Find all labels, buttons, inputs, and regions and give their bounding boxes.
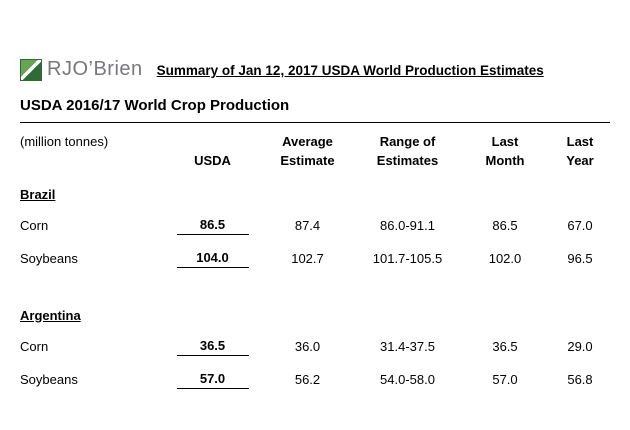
col-header-range-of-estimates: Range of Estimates: [376, 134, 439, 168]
table-row: Corn 36.5 36.0 31.4-37.5 36.5 29.0: [20, 331, 610, 364]
crop-label: Soybeans: [20, 372, 78, 388]
last-year-value: 29.0: [567, 339, 593, 355]
average-estimate-value: 56.2: [294, 372, 321, 388]
usda-value: 36.5: [176, 338, 249, 356]
usda-cell: 86.5: [165, 210, 260, 243]
last-month-value: 57.0: [492, 372, 518, 388]
crop-label: Soybeans: [20, 251, 78, 267]
last-year-value: 96.5: [567, 251, 593, 267]
section-label: Argentina: [20, 307, 81, 323]
usda-value: 57.0: [176, 371, 249, 389]
section-title: USDA 2016/17 World Crop Production: [20, 97, 290, 114]
usda-cell: 104.0: [165, 243, 260, 276]
section-row-argentina: Argentina: [20, 302, 610, 331]
report-header: RJO’Brien Summary of Jan 12, 2017 USDA W…: [20, 58, 610, 81]
range-estimates-value: 101.7-105.5: [372, 251, 443, 267]
spacer-row: [20, 276, 610, 302]
usda-value: 104.0: [176, 250, 249, 268]
col-header-average-estimate: Average Estimate: [280, 134, 335, 168]
table-row: Soybeans 57.0 56.2 54.0-58.0 57.0 56.8: [20, 364, 610, 397]
usda-value: 86.5: [176, 217, 249, 235]
table-row: Corn 86.5 87.4 86.0-91.1 86.5 67.0: [20, 210, 610, 243]
range-estimates-value: 31.4-37.5: [380, 339, 435, 355]
average-estimate-value: 102.7: [291, 251, 324, 267]
logo-text: RJO’Brien: [47, 58, 143, 80]
production-table: (million tonnes) USDA Average Estimate R…: [20, 125, 610, 397]
last-month-value: 86.5: [492, 218, 518, 234]
page-title: Summary of Jan 12, 2017 USDA World Produ…: [156, 63, 544, 78]
section-label: Brazil: [20, 186, 56, 202]
col-header-usda: USDA: [194, 152, 231, 168]
rjobrien-logo-icon: [20, 58, 42, 81]
logo: RJO’Brien: [20, 58, 143, 81]
crop-label: Corn: [20, 218, 49, 234]
table-header-row: (million tonnes) USDA Average Estimate R…: [20, 125, 610, 181]
last-year-value: 67.0: [567, 218, 593, 234]
crop-label: Corn: [20, 339, 49, 355]
average-estimate-value: 87.4: [294, 218, 321, 234]
average-estimate-value: 36.0: [294, 339, 321, 355]
col-header-last-year: Last Year: [566, 134, 594, 168]
section-row-brazil: Brazil: [20, 181, 610, 210]
subtitle-block: USDA 2016/17 World Crop Production: [20, 97, 610, 123]
range-estimates-value: 86.0-91.1: [380, 218, 435, 234]
last-year-value: 56.8: [567, 372, 593, 388]
range-estimates-value: 54.0-58.0: [380, 372, 435, 388]
unit-label: (million tonnes): [20, 134, 109, 149]
last-month-value: 36.5: [492, 339, 518, 355]
table-row: Soybeans 104.0 102.7 101.7-105.5 102.0 9…: [20, 243, 610, 276]
usda-cell: 36.5: [165, 331, 260, 364]
usda-cell: 57.0: [165, 364, 260, 397]
last-month-value: 102.0: [488, 251, 522, 267]
report-page: RJO’Brien Summary of Jan 12, 2017 USDA W…: [20, 58, 610, 397]
col-header-last-month: Last Month: [485, 134, 525, 168]
